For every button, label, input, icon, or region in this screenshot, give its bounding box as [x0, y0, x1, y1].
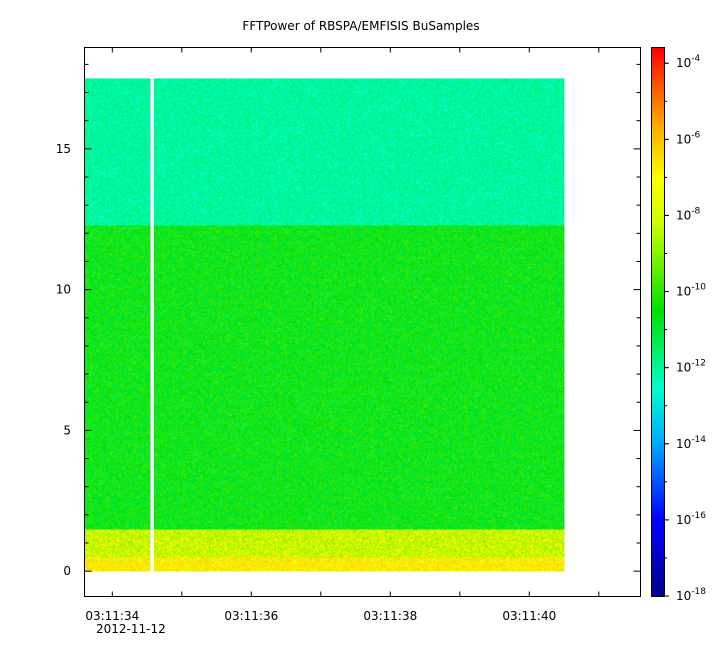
x-tick-label: 03:11:36 [224, 609, 278, 623]
y-axis: 0 5 10 15 [56, 63, 641, 578]
x-tick-label: 03:11:34 [85, 609, 139, 623]
colorbar-tick-label: 10-10 [676, 283, 706, 299]
colorbar-gradient [652, 48, 664, 596]
spectrogram-raster [84, 78, 565, 572]
y-tick-label: 10 [56, 283, 71, 297]
y-tick-label: 0 [63, 564, 71, 578]
data-gap [150, 77, 154, 573]
x-tick-label: 03:11:40 [502, 609, 556, 623]
x-axis: 03:11:34 03:11:36 03:11:38 03:11:40 [85, 47, 600, 623]
x-axis-date-label: 2012-11-12 [96, 622, 166, 636]
x-tick-label: 03:11:38 [363, 609, 417, 623]
plot-frame [84, 47, 641, 597]
colorbar-frame [651, 47, 665, 597]
colorbar-ticks: 10-18 10-16 10-14 10-12 10-10 10-8 10-6 10-4 [664, 54, 706, 603]
heatmap-layer [84, 77, 565, 573]
chart-title: FFTPower of RBSPA/EMFISIS BuSamples [242, 19, 479, 33]
y-tick-label: 5 [63, 423, 71, 437]
colorbar-tick-label: 10-8 [676, 206, 701, 222]
colorbar-tick-label: 10-14 [676, 435, 706, 451]
colorbar-tick-label: 10-4 [676, 54, 701, 70]
colorbar-tick-label: 10-6 [676, 130, 701, 146]
colorbar-tick-label: 10-16 [676, 511, 706, 527]
colorbar: 10-18 10-16 10-14 10-12 10-10 10-8 10-6 10-4 [651, 47, 706, 603]
colorbar-tick-label: 10-18 [676, 587, 706, 603]
y-tick-label: 15 [56, 142, 71, 156]
colorbar-tick-label: 10-12 [676, 359, 706, 375]
